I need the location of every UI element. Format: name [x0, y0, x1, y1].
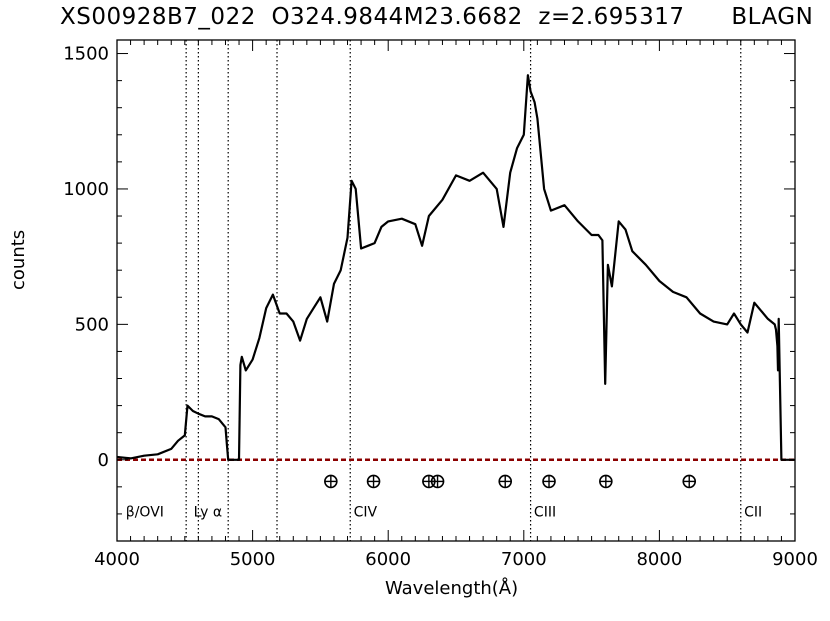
x-axis-label: Wavelength(Å): [385, 578, 519, 599]
feature-label: CIV: [354, 505, 378, 521]
feature-label: β/OVI: [126, 505, 164, 521]
y-tick-label: 1000: [63, 179, 109, 200]
feature-label: CIII: [534, 505, 556, 521]
x-tick-label: 4000: [94, 549, 140, 570]
x-tick-label: 9000: [772, 549, 818, 570]
axes-layer: 4000 5000 6000 7000 8000 9000 0 500 1000 1500: [63, 39, 818, 570]
y-tick-label: 1500: [63, 44, 109, 65]
x-tick-label: 5000: [230, 549, 276, 570]
y-tick-label: 500: [75, 314, 109, 335]
markers-layer: β/OVI Ly α CIV CIII CII: [117, 40, 795, 541]
spectrum-line: [116, 74, 795, 461]
series-layer: [116, 74, 795, 461]
x-tick-label: 7000: [501, 549, 547, 570]
y-tick-label: 0: [98, 450, 109, 471]
plot-frame: [116, 39, 796, 542]
feature-label: Ly α: [194, 505, 222, 521]
chart-title: XS00928B7_022 O324.9844M23.6682 z=2.6953…: [60, 4, 814, 30]
x-tick-label: 8000: [636, 549, 682, 570]
feature-label: CII: [744, 505, 762, 521]
x-tick-label: 6000: [365, 549, 411, 570]
